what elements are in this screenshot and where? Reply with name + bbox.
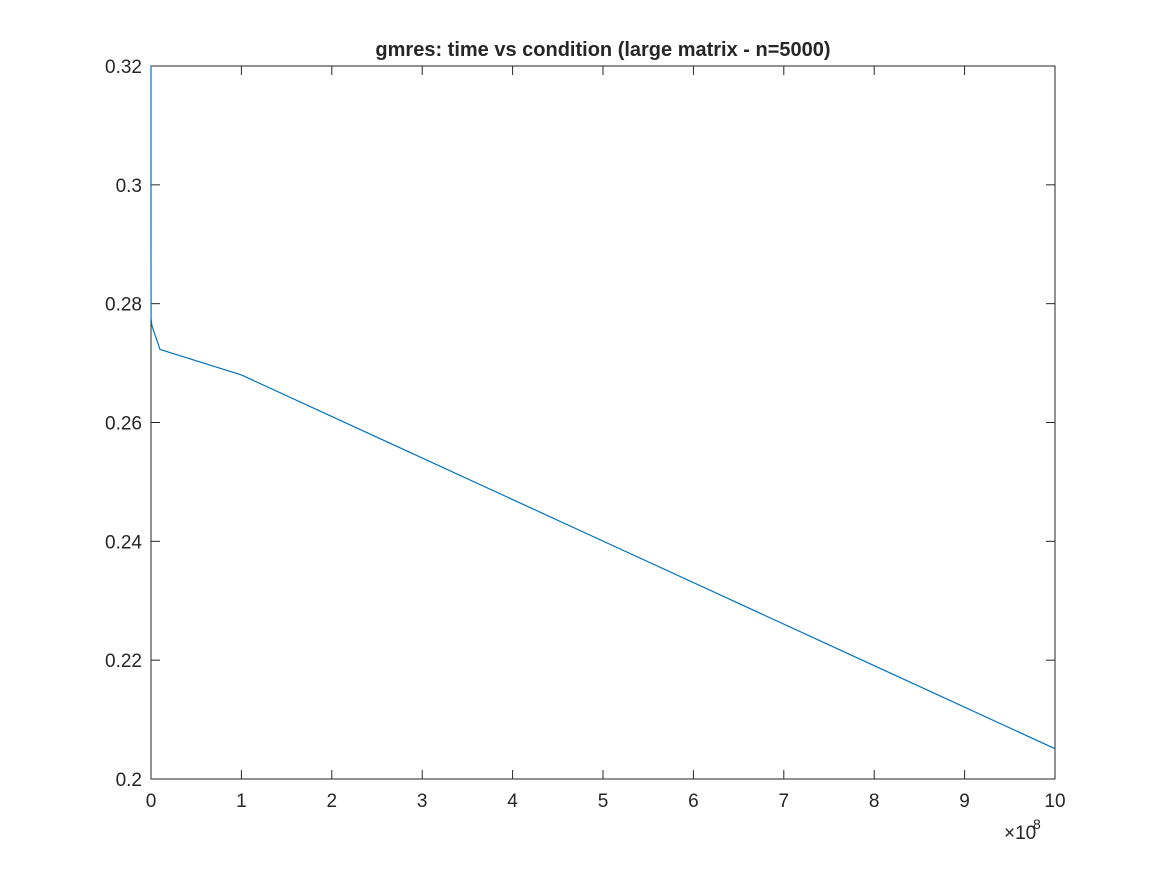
y-tick-label: 0.22 — [105, 651, 142, 672]
x-tick-label: 2 — [327, 791, 338, 812]
y-tick-label: 0.3 — [116, 176, 142, 197]
x-exponent-base: ×10 — [1004, 823, 1036, 844]
chart-title: gmres: time vs condition (large matrix -… — [375, 39, 830, 61]
series-line-gmres — [150, 65, 1056, 750]
x-tick-label: 6 — [688, 791, 699, 812]
y-tick-label: 0.26 — [105, 414, 142, 435]
x-axis-ticks: 0 1 2 3 4 5 6 7 8 9 10 — [146, 66, 1066, 812]
x-tick-label: 9 — [959, 791, 970, 812]
y-tick-label: 0.24 — [105, 532, 142, 553]
x-tick-label: 3 — [417, 791, 428, 812]
axes-box — [150, 65, 1056, 780]
x-tick-label: 1 — [236, 791, 247, 812]
x-axis-exponent: ×10 8 — [1004, 816, 1041, 844]
x-tick-label: 7 — [779, 791, 790, 812]
series-layer — [150, 65, 1056, 750]
x-exponent-power: 8 — [1033, 816, 1041, 832]
y-axis-ticks: 0.2 0.22 0.24 0.26 0.28 0.3 0.32 — [105, 57, 1055, 791]
x-tick-label: 0 — [146, 791, 157, 812]
x-tick-label: 8 — [869, 791, 880, 812]
x-tick-label: 10 — [1044, 791, 1065, 812]
y-tick-label: 0.28 — [105, 295, 142, 316]
x-tick-label: 5 — [598, 791, 609, 812]
y-tick-label: 0.2 — [116, 770, 142, 791]
y-tick-label: 0.32 — [105, 57, 142, 78]
x-tick-label: 4 — [507, 791, 518, 812]
